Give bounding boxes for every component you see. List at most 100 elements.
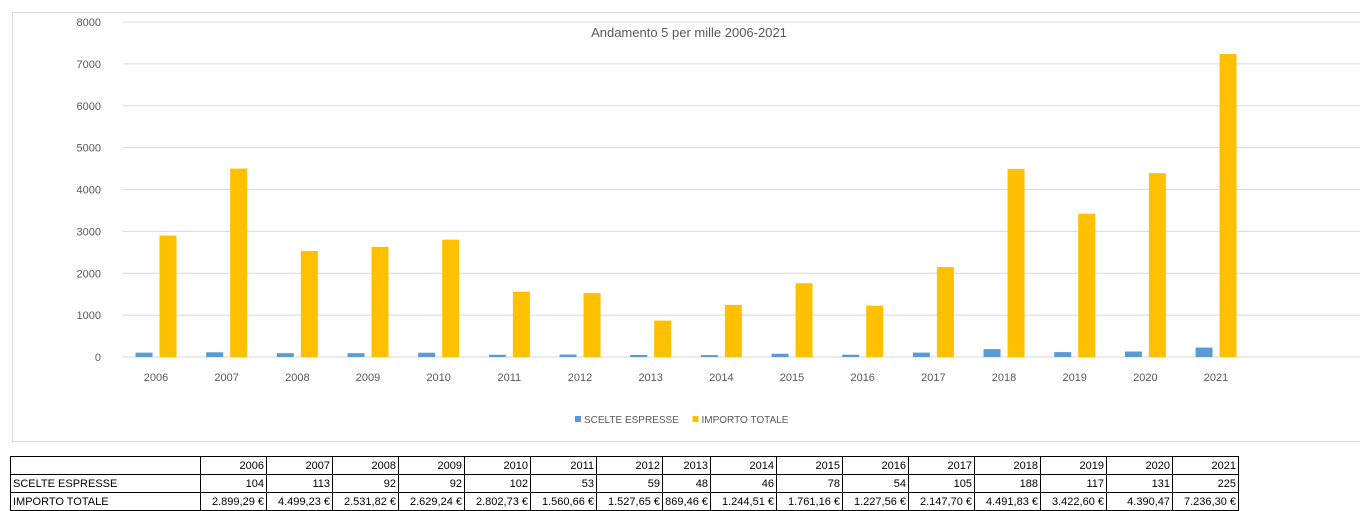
table-year-header: 2020	[1106, 456, 1173, 475]
table-cell: 1.244,51 €	[710, 492, 777, 511]
x-tick-label: 2016	[850, 372, 874, 384]
table-cell: 102	[464, 474, 531, 493]
legend-swatch	[575, 416, 581, 422]
chart-area: 0 1000 2000 3000 4000 5000 6000 7000 8000 2006 20…	[12, 12, 1360, 442]
table-row-label: SCELTE ESPRESSE	[10, 474, 201, 493]
x-tick-label: 2009	[356, 372, 380, 384]
bar-importo-2013	[654, 320, 672, 357]
bar-importo-2018	[1007, 168, 1025, 357]
table-cell: 117	[1040, 474, 1107, 493]
table-year-header: 2015	[776, 456, 843, 475]
table-cell: 2.531,82 €	[332, 492, 399, 511]
bar-importo-2011	[512, 291, 530, 357]
bar-importo-2009	[371, 246, 389, 357]
table-cell: 4.491,83 €	[974, 492, 1041, 511]
table-cell: 53	[530, 474, 597, 493]
bar-scelte-2014	[700, 355, 718, 357]
y-tick-label: 0	[95, 352, 101, 364]
bar-importo-2008	[300, 250, 318, 357]
table-year-header: 2018	[974, 456, 1041, 475]
x-tick-label: 2021	[1204, 372, 1228, 384]
bar-importo-2012	[583, 293, 601, 357]
table-year-header: 2007	[266, 456, 333, 475]
bar-scelte-2018	[983, 349, 1001, 357]
table-cell: 1.227,56 €	[842, 492, 909, 511]
x-tick-label: 2010	[426, 372, 450, 384]
x-tick-label: 2008	[285, 372, 309, 384]
table-cell: 59	[596, 474, 663, 493]
bar-scelte-2013	[630, 354, 648, 357]
table-year-header: 2012	[596, 456, 663, 475]
table-cell: 113	[266, 474, 333, 493]
table-cell: 78	[776, 474, 843, 493]
x-tick-label: 2006	[144, 372, 168, 384]
table-cell: 7.236,30 €	[1172, 492, 1239, 511]
x-axis-ticks: 2006 2007 2008 2009 2010 2011 2012 2013 2014 2015…	[144, 372, 1229, 384]
bar-scelte-2007	[206, 352, 224, 357]
bar-scelte-2019	[1054, 352, 1072, 357]
bar-importo-2020	[1148, 173, 1166, 357]
table-cell: 104	[200, 474, 267, 493]
table-header-row: 2006 2007 2008 2009 2010 2011 2012 2013 2014 2015…	[10, 456, 1239, 475]
table-cell: 48	[662, 474, 711, 493]
bar-importo-2016	[866, 305, 884, 357]
y-tick-label: 1000	[77, 310, 101, 322]
table-year-header: 2009	[398, 456, 465, 475]
bar-scelte-2016	[842, 354, 860, 357]
table-year-header: 2011	[530, 456, 597, 475]
table-row-label: IMPORTO TOTALE	[10, 492, 201, 511]
bar-importo-2006	[159, 235, 177, 357]
table-cell: 105	[908, 474, 975, 493]
table-corner-cell	[10, 456, 201, 475]
bar-scelte-2020	[1124, 351, 1142, 357]
y-tick-label: 6000	[77, 101, 101, 113]
bar-scelte-2009	[347, 353, 365, 357]
legend-swatch	[692, 416, 699, 422]
table-cell: 4.499,23 €	[266, 492, 333, 511]
y-tick-label: 5000	[77, 143, 101, 155]
y-axis-ticks: 0 1000 2000 3000 4000 5000 6000 7000 8000	[77, 17, 101, 364]
table-cell: 92	[398, 474, 465, 493]
table-cell: 3.422,60 €	[1040, 492, 1107, 511]
x-tick-label: 2007	[214, 372, 238, 384]
table-year-header: 2016	[842, 456, 909, 475]
x-tick-label: 2014	[709, 372, 733, 384]
y-tick-label: 3000	[77, 226, 101, 238]
table-cell: 2.147,70 €	[908, 492, 975, 511]
y-tick-label: 2000	[77, 268, 101, 280]
table-cell: 2.899,29 €	[200, 492, 267, 511]
table-year-header: 2013	[662, 456, 711, 475]
table-cell: 4.390,47	[1106, 492, 1173, 511]
table-cell: 1.527,65 €	[596, 492, 663, 511]
chart-title: Andamento 5 per mille 2006-2021	[591, 25, 787, 40]
gridlines	[123, 21, 1360, 358]
bar-scelte-2011	[488, 354, 506, 357]
bar-scelte-2021	[1195, 347, 1213, 357]
table-cell: 1.761,16 €	[776, 492, 843, 511]
data-table: 2006 2007 2008 2009 2010 2011 2012 2013 2014 2015…	[10, 456, 1239, 511]
legend-label: SCELTE ESPRESSE	[584, 415, 679, 426]
x-tick-label: 2018	[992, 372, 1016, 384]
x-tick-label: 2017	[921, 372, 945, 384]
table-year-header: 2021	[1172, 456, 1239, 475]
table-cell: 54	[842, 474, 909, 493]
bar-importo-2017	[936, 267, 954, 357]
table-cell: 46	[710, 474, 777, 493]
table-row: SCELTE ESPRESSE 104 113 92 92 102 53 59 48 46 78 54…	[10, 474, 1239, 493]
y-tick-label: 8000	[77, 17, 101, 29]
x-tick-label: 2019	[1062, 372, 1086, 384]
bar-scelte-2006	[135, 352, 153, 357]
bar-scelte-2015	[771, 353, 789, 357]
table-cell: 869,46 €	[662, 492, 711, 511]
x-tick-label: 2011	[498, 372, 522, 384]
bar-importo-2021	[1219, 53, 1237, 357]
table-cell: 2.629,24 €	[398, 492, 465, 511]
bar-importo-2019	[1078, 213, 1096, 357]
bar-importo-2015	[795, 283, 813, 357]
bar-scelte-2008	[276, 353, 294, 357]
bar-importo-2014	[724, 304, 742, 357]
x-tick-label: 2015	[780, 372, 804, 384]
table-row: IMPORTO TOTALE 2.899,29 €4.499,23 €2.531,…	[10, 492, 1239, 511]
bar-scelte-2010	[418, 352, 436, 357]
